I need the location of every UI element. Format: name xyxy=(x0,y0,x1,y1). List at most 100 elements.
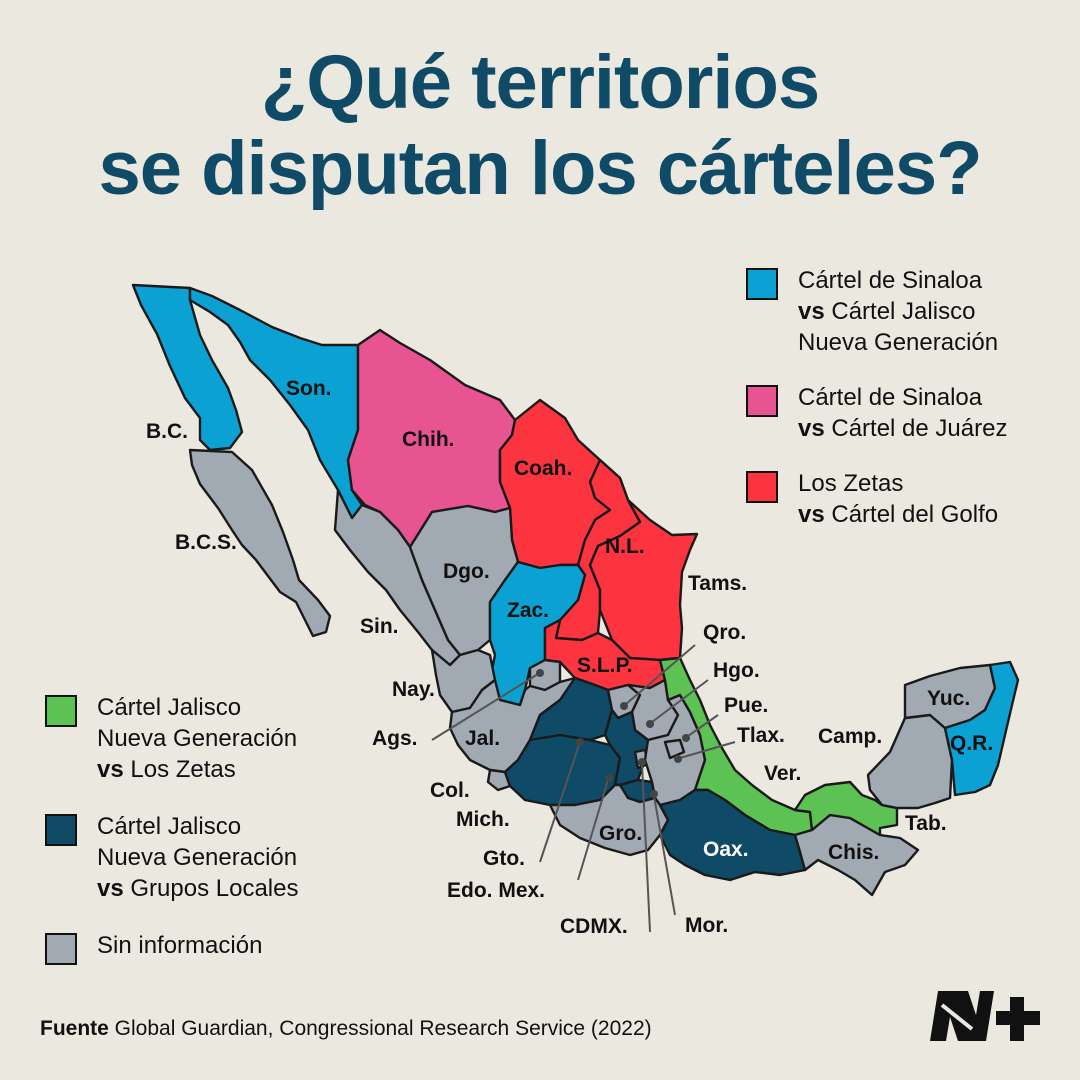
leader-qro xyxy=(625,644,696,705)
legend-line-text: Cártel de Juárez xyxy=(824,415,1008,442)
legend-line-text: Grupos Locales xyxy=(123,875,299,902)
label-zac: Zac. xyxy=(507,599,549,622)
leader-mor xyxy=(653,795,676,916)
legend-line: Cártel Jalisco xyxy=(97,694,242,721)
label-col: Col. xyxy=(430,779,470,802)
label-sin: Sin. xyxy=(360,615,399,638)
state-qr xyxy=(943,660,1020,797)
label-camp: Camp. xyxy=(818,725,882,748)
label-jal: Jal. xyxy=(465,727,500,750)
legend-line-text: Cártel Jalisco xyxy=(824,298,976,325)
label-slp: S.L.P. xyxy=(577,654,633,677)
legend-vs: vs xyxy=(97,875,124,902)
label-nl: N.L. xyxy=(605,535,645,558)
legend-item-zetas-vs-golfo: Los Zetas vs Cártel del Golfo xyxy=(746,468,1066,530)
source-label: Fuente xyxy=(40,1017,109,1040)
label-son: Son. xyxy=(286,377,332,400)
legend-vs: vs xyxy=(97,756,124,783)
state-col xyxy=(486,768,512,792)
legend-line: vs Grupos Locales xyxy=(97,873,375,904)
legend-line-text: Cártel del Golfo xyxy=(824,501,999,528)
label-gro: Gro. xyxy=(599,822,642,845)
label-mor: Mor. xyxy=(685,914,728,937)
label-cdmx: CDMX. xyxy=(560,915,628,938)
legend-line: Nueva Generación xyxy=(97,725,298,752)
label-tams: Tams. xyxy=(688,572,747,595)
label-pue: Pue. xyxy=(724,694,768,717)
leader-lines xyxy=(431,644,736,933)
state-tlax xyxy=(663,738,686,760)
leader-tlax xyxy=(679,741,736,759)
legend-item-sin-informacion: Sin información xyxy=(45,930,375,965)
label-ags: Ags. xyxy=(372,727,418,750)
legend-line: Nueva Generación xyxy=(97,844,298,871)
legend-vs: vs xyxy=(798,415,825,442)
leader-edomex xyxy=(577,779,609,881)
state-labels: B.C. B.C.S. Son. Chih. Coah. N.L. Tams. … xyxy=(146,377,993,938)
legend-line-text: Los Zetas xyxy=(123,756,236,783)
legend-item-sinaloa-vs-cjng: Cártel de Sinaloa vs Cártel Jalisco Nuev… xyxy=(746,265,1066,358)
dot-qro xyxy=(620,702,628,710)
legend-line: Los Zetas xyxy=(798,470,904,497)
leader-gto xyxy=(539,741,581,863)
legend-line: Cártel de Sinaloa xyxy=(798,267,983,294)
legend-line: vs Cártel Jalisco xyxy=(798,296,1066,327)
legend-bottom: Cártel Jalisco Nueva Generación vs Los Z… xyxy=(45,692,375,965)
legend-item-sinaloa-vs-juarez: Cártel de Sinaloa vs Cártel de Juárez xyxy=(746,382,1066,444)
label-oax: Oax. xyxy=(703,838,749,861)
label-chih: Chih. xyxy=(402,428,455,451)
legend-swatch xyxy=(45,933,77,965)
label-coah: Coah. xyxy=(514,457,572,480)
legend-swatch xyxy=(746,385,778,417)
source-note: Fuente Global Guardian, Congressional Re… xyxy=(40,1017,652,1041)
source-text: Global Guardian, Congressional Research … xyxy=(108,1017,652,1040)
dot-ags xyxy=(536,669,544,677)
legend-line: Nueva Generación xyxy=(798,329,999,356)
dot-mor xyxy=(650,790,658,798)
dot-cdmx xyxy=(638,758,646,766)
title-line-1: ¿Qué territorios xyxy=(260,40,820,125)
legend-line: Cártel de Sinaloa xyxy=(798,384,983,411)
label-bcs: B.C.S. xyxy=(175,531,237,554)
plus-icon xyxy=(996,997,1040,1041)
legend-item-cjng-vs-zetas: Cártel Jalisco Nueva Generación vs Los Z… xyxy=(45,692,375,785)
dot-pue xyxy=(682,734,690,742)
label-tlax: Tlax. xyxy=(737,724,785,747)
label-qro: Qro. xyxy=(703,621,746,644)
legend-vs: vs xyxy=(798,501,825,528)
label-hgo: Hgo. xyxy=(713,659,760,682)
legend-item-cjng-vs-locales: Cártel Jalisco Nueva Generación vs Grupo… xyxy=(45,811,375,904)
state-bc xyxy=(131,283,244,452)
legend-line: vs Cártel de Juárez xyxy=(798,413,1066,444)
n-logo-shape xyxy=(930,991,994,1041)
legend-line: Sin información xyxy=(97,932,263,959)
title-line-2: se disputan los cárteles? xyxy=(98,126,982,211)
dot-tlax xyxy=(674,755,682,763)
legend-swatch xyxy=(45,695,77,727)
legend-top: Cártel de Sinaloa vs Cártel Jalisco Nuev… xyxy=(746,265,1066,530)
n-logo-slash xyxy=(940,1003,974,1031)
page-title: ¿Qué territorios se disputan los cártele… xyxy=(0,40,1080,212)
label-yuc: Yuc. xyxy=(927,687,970,710)
legend-line: vs Cártel del Golfo xyxy=(798,499,1066,530)
label-chis: Chis. xyxy=(828,841,879,864)
dot-edomex xyxy=(605,774,613,782)
legend-swatch xyxy=(746,268,778,300)
label-ver: Ver. xyxy=(764,762,801,785)
n-plus-logo xyxy=(930,991,1040,1041)
label-edomex: Edo. Mex. xyxy=(447,879,545,902)
label-tab: Tab. xyxy=(905,812,947,835)
label-gto: Gto. xyxy=(483,847,525,870)
dot-gto xyxy=(576,738,584,746)
dot-hgo xyxy=(646,720,654,728)
legend-line: vs Los Zetas xyxy=(97,754,375,785)
legend-swatch xyxy=(746,471,778,503)
label-mich: Mich. xyxy=(456,808,510,831)
leader-hgo xyxy=(651,679,709,723)
legend-swatch xyxy=(45,814,77,846)
legend-line: Cártel Jalisco xyxy=(97,813,242,840)
leader-pue xyxy=(687,714,719,737)
label-bc: B.C. xyxy=(146,420,188,443)
label-nay: Nay. xyxy=(392,678,435,701)
